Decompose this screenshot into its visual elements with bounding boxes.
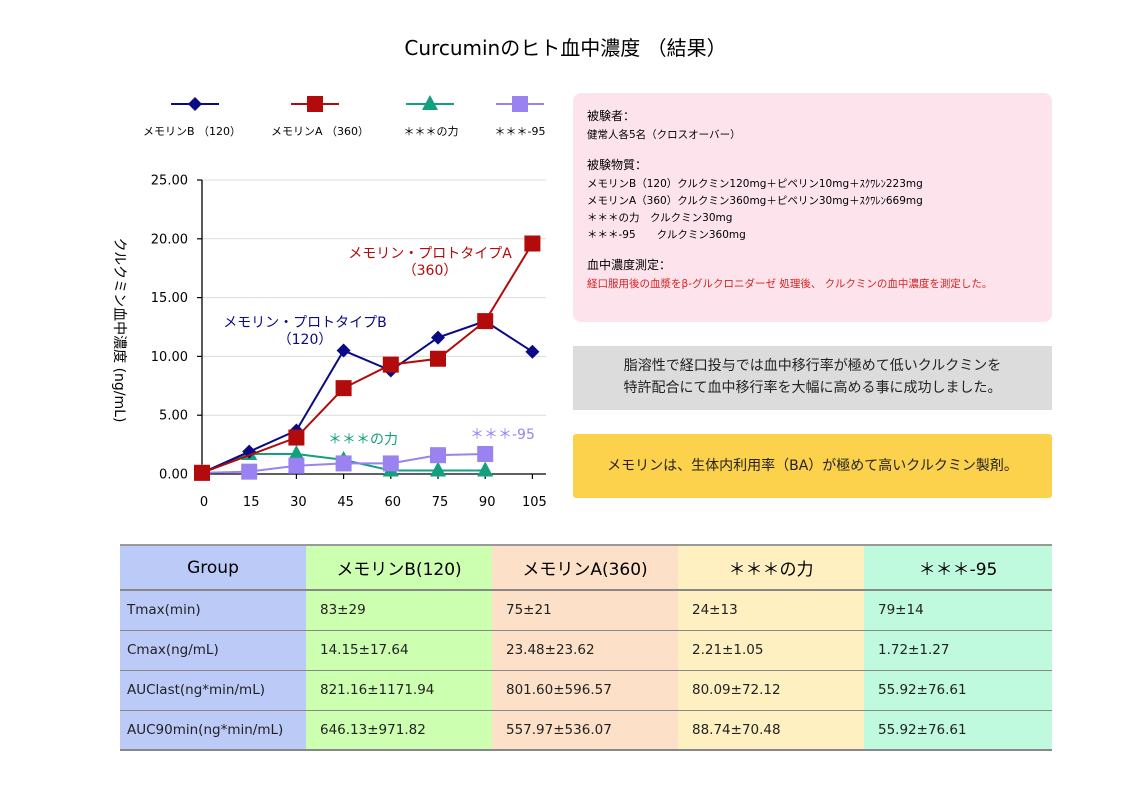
measurement-heading: 血中濃度測定：	[587, 258, 672, 272]
table-cell: 80.09±72.12	[678, 670, 864, 711]
table-header-row: Group メモリンB(120) メモリンA(360) ＊＊＊の力 ＊＊＊-95	[120, 544, 1052, 591]
substance-line: ＊＊＊の力 クルクミン30mg	[587, 212, 733, 224]
row-label: AUClast(ng*min/mL)	[120, 670, 306, 711]
table-cell: 55.92±76.61	[864, 670, 1052, 711]
table-cell: 75±21	[492, 590, 678, 631]
table-cell: 24±13	[678, 590, 864, 631]
header-cell: Group	[120, 544, 306, 591]
table-cell: 55.92±76.61	[864, 710, 1052, 751]
data-point	[430, 350, 446, 367]
data-point	[477, 446, 494, 463]
series-annotation: （360）	[403, 263, 458, 279]
table-cell: 79±14	[864, 590, 1052, 631]
series-annotation: （120）	[278, 332, 333, 348]
series-annotation: ＊＊＊の力	[328, 432, 398, 448]
x-tick-label: 105	[522, 495, 547, 510]
substance-line: メモリンA（360）クルクミン360mg＋ピペリン30mg＋ｽｸﾜﾚﾝ669mg	[587, 195, 923, 207]
data-point	[430, 461, 446, 477]
header-cell: メモリンA(360)	[492, 544, 678, 591]
data-point	[477, 313, 494, 330]
legend-label: ＊＊＊の力	[404, 125, 459, 138]
data-point	[335, 380, 352, 397]
absorption-note-line: 脂溶性で経口投与では血中移行率が極めて低いクルクミンを	[623, 358, 1002, 374]
data-point	[241, 463, 258, 480]
results-table: Group メモリンB(120) メモリンA(360) ＊＊＊の力 ＊＊＊-95…	[120, 544, 1052, 751]
row-label: Tmax(min)	[120, 590, 306, 631]
data-point	[525, 344, 540, 359]
data-point	[382, 356, 399, 373]
legend-label: メモリンA （360）	[271, 125, 369, 138]
table-cell: 821.16±1171.94	[306, 670, 492, 711]
bioavailability-note: メモリンは、生体内利用率（BA）が極めて高いクルクミン製剤。	[573, 434, 1052, 498]
y-tick-label: 15.00	[151, 291, 188, 306]
measurement-text: 経口服用後の血漿をβ-グルクロニダーゼ 処理後、 クルクミンの血中濃度を測定した…	[587, 278, 993, 290]
series-annotation: メモリン・プロトタイプA	[348, 246, 512, 262]
series-annotation: メモリン・プロトタイプB	[223, 315, 387, 331]
legend-marker	[422, 95, 438, 110]
row-label: AUC90min(ng*min/mL)	[120, 710, 306, 751]
table-cell: 88.74±70.48	[678, 710, 864, 751]
legend-label: メモリンB （120）	[143, 125, 241, 138]
table-cell: 557.97±536.07	[492, 710, 678, 751]
data-point	[430, 447, 446, 464]
row-label: Cmax(ng/mL)	[120, 630, 306, 671]
study-info-panel: 被験者： 健常人各5名（クロスオーバー） 被験物質： メモリンB（120）クルク…	[573, 93, 1052, 322]
data-point	[194, 464, 210, 481]
table-cell: 83±29	[306, 590, 492, 631]
y-axis-label: クルクミン血中濃度 (ng/mL)	[111, 238, 127, 423]
table-cell: 23.48±23.62	[492, 630, 678, 671]
header-cell: メモリンB(120)	[306, 544, 492, 591]
x-tick-label: 75	[432, 495, 449, 510]
table-cell: 14.15±17.64	[306, 630, 492, 671]
y-tick-label: 5.00	[159, 409, 188, 424]
data-point	[382, 455, 399, 472]
x-tick-label: 90	[479, 495, 496, 510]
data-point	[477, 461, 494, 477]
table-cell: 1.72±1.27	[864, 630, 1052, 671]
data-point	[288, 457, 305, 474]
data-point	[524, 235, 541, 252]
substance-line: メモリンB（120）クルクミン120mg＋ピペリン10mg＋ｽｸﾜﾚﾝ223mg	[587, 178, 923, 190]
header-cell: ＊＊＊-95	[864, 544, 1052, 591]
subjects-heading: 被験者：	[587, 109, 636, 123]
table-row: AUClast(ng*min/mL) 821.16±1171.94 801.60…	[120, 670, 1052, 711]
subjects-text: 健常人各5名（クロスオーバー）	[587, 129, 741, 141]
x-tick-label: 15	[243, 495, 260, 510]
data-point	[431, 330, 445, 345]
legend-label: ＊＊＊-95	[495, 125, 546, 138]
table-row: Cmax(ng/mL) 14.15±17.64 23.48±23.62 2.21…	[120, 630, 1052, 671]
absorption-note-line: 特許配合にて血中移行率を大幅に高める事に成功しました。	[623, 380, 1002, 396]
series-annotation: ＊＊＊-95	[470, 427, 535, 443]
table-cell: 646.13±971.82	[306, 710, 492, 751]
data-point	[288, 429, 305, 446]
table-cell: 801.60±596.57	[492, 670, 678, 711]
x-tick-label: 30	[290, 495, 307, 510]
table-cell: 2.21±1.05	[678, 630, 864, 671]
page-title: Curcuminのヒト血中濃度 （結果）	[404, 36, 727, 60]
y-tick-label: 10.00	[151, 350, 188, 365]
legend-marker	[307, 96, 323, 112]
table-row: Tmax(min) 83±29 75±21 24±13 79±14	[120, 590, 1052, 631]
data-point	[242, 444, 257, 459]
substances-heading: 被験物質：	[587, 158, 648, 172]
x-tick-label: 60	[385, 495, 402, 510]
legend-marker	[188, 97, 202, 111]
y-tick-label: 20.00	[151, 232, 188, 247]
legend-marker	[512, 96, 528, 112]
y-tick-label: 25.00	[151, 174, 188, 189]
absorption-note: 脂溶性で経口投与では血中移行率が極めて低いクルクミンを 特許配合にて血中移行率を…	[573, 346, 1052, 410]
concentration-chart: 0.00 5.00 10.00 15.00 20.00 25.00 0 15 30 45 60 75 9…	[111, 95, 547, 510]
data-point	[335, 455, 352, 472]
data-point	[336, 343, 351, 358]
table-row: AUC90min(ng*min/mL) 646.13±971.82 557.97…	[120, 710, 1052, 751]
x-tick-label: 0	[200, 495, 208, 510]
data-point	[288, 445, 305, 461]
substance-line: ＊＊＊-95 クルクミン360mg	[587, 229, 746, 241]
y-tick-label: 0.00	[159, 468, 188, 483]
header-cell: ＊＊＊の力	[678, 544, 864, 591]
x-tick-label: 45	[337, 495, 354, 510]
